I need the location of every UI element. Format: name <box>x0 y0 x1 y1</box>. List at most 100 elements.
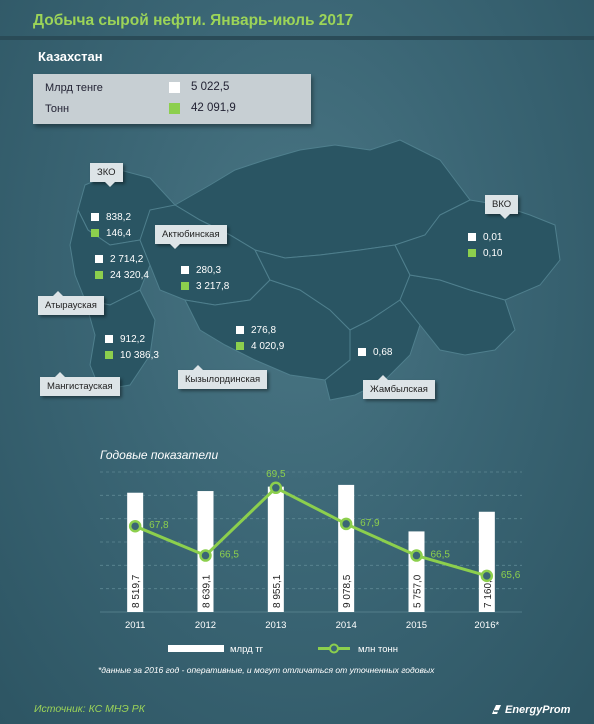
stat-value: 0,01 <box>483 232 503 243</box>
white-square-icon <box>91 213 99 221</box>
white-square-icon <box>95 255 103 263</box>
footnote: *данные за 2016 год - оперативные, и мог… <box>98 665 435 675</box>
line-value-label: 67,8 <box>149 520 169 531</box>
zhambyl-tenge-stat: 0,68 <box>358 347 392 358</box>
bar <box>267 486 284 612</box>
brand-name: EnergyProm <box>505 704 571 716</box>
bar-value-label: 8 519,7 <box>131 574 142 608</box>
green-square-icon <box>468 249 476 257</box>
country-row-value: 5 022,5 <box>191 81 230 93</box>
x-tick-label: 2015 <box>406 620 427 631</box>
line-value-label: 66,5 <box>431 550 451 561</box>
title-divider <box>0 36 594 40</box>
map-region-vko <box>394 199 561 301</box>
legend-swatch-bars <box>168 645 224 652</box>
stat-value: 4 020,9 <box>251 341 285 352</box>
line-series <box>134 485 488 578</box>
region-label-zko: ЗКО <box>90 163 123 187</box>
mangistau-tenge-stat: 912,2 <box>105 334 145 345</box>
white-square-icon <box>181 266 189 274</box>
aktobe-tons-stat: 3 217,8 <box>181 281 229 292</box>
chart-title: Годовые показатели <box>100 448 219 462</box>
country-row-label: Тонн <box>45 103 70 115</box>
atyrau-tenge-stat: 2 714,2 <box>95 254 143 265</box>
energyprom-logo-icon <box>492 705 501 714</box>
white-square-icon <box>105 335 113 343</box>
bar-value-label: 9 078,5 <box>342 574 353 608</box>
stat-value: 2 714,2 <box>110 254 144 265</box>
country-row-tons: Тонн 42 091,9 <box>33 100 311 120</box>
source-note: Источник: КС МНЭ РК <box>34 703 145 715</box>
zko-tenge-stat: 838,2 <box>91 212 131 223</box>
white-square-icon <box>236 326 244 334</box>
line-point <box>410 549 423 562</box>
region-label-zhambyl: Жамбылская <box>363 375 435 399</box>
bar <box>338 484 355 612</box>
green-square-icon <box>181 282 189 290</box>
region-label-mangistau: Мангистауская <box>40 372 120 396</box>
green-square-icon <box>95 271 103 279</box>
white-square-icon <box>468 233 476 241</box>
legend-swatch-point <box>329 643 339 654</box>
legend-label-bars: млрд тг <box>230 644 264 655</box>
kyzylorda-tenge-stat: 276,8 <box>236 325 276 336</box>
region-label-atyrau: Атырауская <box>38 291 104 315</box>
stat-value: 0,68 <box>373 347 393 358</box>
bar-value-label: 5 757,0 <box>413 574 424 608</box>
line-point <box>480 569 494 583</box>
bar-value-label: 8 639,1 <box>202 574 213 608</box>
kazakhstan-map <box>69 139 561 401</box>
stat-value: 838,2 <box>106 212 132 223</box>
bar-value-label: 7 160,2 <box>483 574 494 608</box>
kyzylorda-tons-stat: 4 020,9 <box>236 341 284 352</box>
x-tick-label: 2012 <box>195 620 216 631</box>
line-value-label: 67,9 <box>360 518 380 529</box>
x-tick-label: 2016* <box>474 620 499 631</box>
map-region-mangistau <box>84 289 156 391</box>
stat-value: 912,2 <box>120 334 146 345</box>
green-square-icon <box>236 342 244 350</box>
aktobe-tenge-stat: 280,3 <box>181 265 221 276</box>
green-square-icon <box>105 351 113 359</box>
line-point <box>269 481 283 495</box>
country-label: Казахстан <box>38 49 103 64</box>
atyrau-tons-stat: 24 320,4 <box>95 270 149 281</box>
white-square-icon <box>358 348 366 356</box>
country-summary-box: Млрд тенге 5 022,5 Тонн 42 091,9 <box>33 74 311 124</box>
country-row-value: 42 091,9 <box>191 102 236 114</box>
region-label-kyzylorda: Кызылординская <box>178 365 268 389</box>
stat-value: 24 320,4 <box>110 270 149 281</box>
bar <box>478 511 495 612</box>
zko-tons-stat: 146,4 <box>91 228 131 239</box>
line-point <box>199 549 212 562</box>
legend-label-line: млн тонн <box>358 644 398 655</box>
x-tick-label: 2013 <box>265 620 286 631</box>
stat-value: 0,10 <box>483 248 503 259</box>
vko-tenge-stat: 0,01 <box>468 232 502 243</box>
page-title: Добыча сырой нефти. Январь-июль 2017 <box>33 12 354 29</box>
white-square-icon <box>169 82 180 93</box>
green-square-icon <box>91 229 99 237</box>
x-tick-label: 2014 <box>336 620 357 631</box>
stat-value: 276,8 <box>251 325 277 336</box>
x-tick-label: 2011 <box>125 620 145 631</box>
line-value-label: 69,5 <box>266 469 286 480</box>
line-value-label: 65,6 <box>501 570 521 581</box>
line-point <box>339 517 353 531</box>
region-label-aktobe: Актюбинская <box>155 225 227 249</box>
vko-tons-stat: 0,10 <box>468 248 502 259</box>
stat-value: 146,4 <box>106 228 132 239</box>
region-label-vko: ВКО <box>485 195 519 219</box>
line-point <box>128 519 142 533</box>
country-row-label: Млрд тенге <box>45 82 103 94</box>
line-value-label: 66,5 <box>220 550 240 561</box>
stat-value: 280,3 <box>196 265 222 276</box>
stat-value: 10 386,3 <box>120 350 159 361</box>
bar-value-label: 8 955,1 <box>272 574 283 608</box>
mangistau-tons-stat: 10 386,3 <box>105 350 159 361</box>
country-row-tenge: Млрд тенге 5 022,5 <box>33 79 311 99</box>
green-square-icon <box>169 103 180 114</box>
stat-value: 3 217,8 <box>196 281 230 292</box>
